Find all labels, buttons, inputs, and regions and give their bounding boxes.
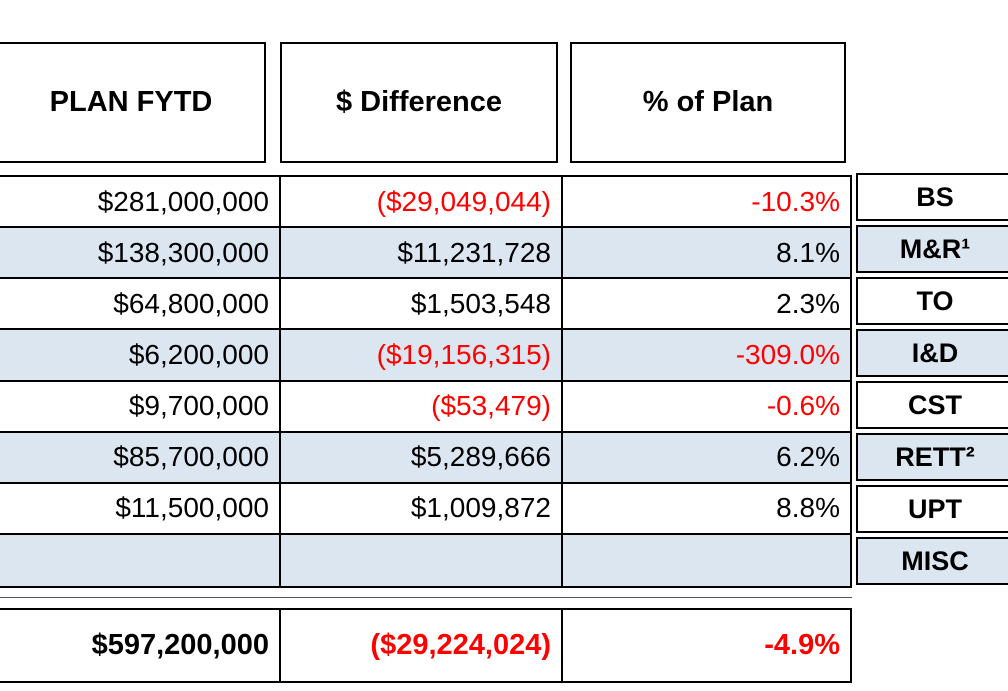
total-plan-fytd: $597,200,000	[0, 610, 281, 681]
table-row-mr: $138,300,000 $11,231,728 8.1%	[0, 228, 850, 280]
row-label-to: TO	[856, 277, 1008, 325]
row-label-column: BS M&R¹ TO I&D CST RETT² UPT MISC	[856, 173, 1008, 589]
cell-difference: ($19,156,315)	[281, 330, 563, 380]
row-label-misc: MISC	[856, 537, 1008, 585]
cell-pct-of-plan: 8.1%	[776, 236, 840, 268]
cell-difference: $5,289,666	[281, 432, 563, 482]
table-row-misc	[0, 534, 850, 586]
cell-plan-fytd: $138,300,000	[0, 228, 281, 278]
row-label-cst: CST	[856, 381, 1008, 429]
column-header-pct-of-plan-label: % of Plan	[642, 86, 774, 118]
column-header-plan-fytd: PLAN FYTD	[0, 42, 266, 163]
cell-pct-of-plan: 2.3%	[776, 287, 840, 319]
cell-plan-fytd: $64,800,000	[0, 279, 281, 329]
cell-plan-fytd: $6,200,000	[0, 330, 281, 380]
table-row-to: $64,800,000 $1,503,548 2.3%	[0, 279, 850, 331]
row-label-mr: M&R¹	[856, 225, 1008, 273]
column-header-difference-label: $ Difference	[335, 86, 502, 118]
cell-pct-of-plan: -309.0%	[735, 338, 840, 370]
cell-difference	[281, 534, 563, 586]
total-row: $597,200,000 ($29,224,024) -4.9%	[0, 608, 852, 683]
table-row-bs: $281,000,000 ($29,049,044) -10.3%	[0, 177, 850, 229]
row-label-bs: BS	[856, 173, 1008, 221]
divider-line	[0, 597, 852, 598]
column-header-difference: $ Difference	[280, 42, 558, 163]
cell-difference: $1,503,548	[281, 279, 563, 329]
row-label-upt: UPT	[856, 485, 1008, 533]
table-row-cst: $9,700,000 ($53,479) -0.6%	[0, 381, 850, 433]
data-table: $281,000,000 ($29,049,044) -10.3% $138,3…	[0, 175, 852, 588]
cell-pct-of-plan: -10.3%	[751, 185, 840, 217]
column-header-plan-fytd-label: PLAN FYTD	[49, 86, 213, 118]
cell-pct-of-plan	[563, 535, 850, 586]
column-header-pct-of-plan: % of Plan	[570, 42, 846, 163]
cell-plan-fytd: $281,000,000	[0, 177, 281, 227]
cell-pct-of-plan: -0.6%	[766, 390, 840, 422]
table-row-id: $6,200,000 ($19,156,315) -309.0%	[0, 330, 850, 382]
cell-difference: $1,009,872	[281, 483, 563, 533]
cell-plan-fytd: $9,700,000	[0, 381, 281, 431]
row-label-rett: RETT²	[856, 433, 1008, 481]
cell-difference: ($29,049,044)	[281, 177, 563, 227]
cell-pct-of-plan: 8.8%	[776, 492, 840, 524]
total-pct-of-plan: -4.9%	[764, 629, 840, 661]
cell-pct-of-plan: 6.2%	[776, 441, 840, 473]
cell-plan-fytd	[0, 534, 281, 586]
table-row-upt: $11,500,000 $1,009,872 8.8%	[0, 483, 850, 535]
cell-difference: $11,231,728	[281, 228, 563, 278]
cell-plan-fytd: $85,700,000	[0, 432, 281, 482]
total-difference: ($29,224,024)	[281, 610, 563, 681]
table-row-rett: $85,700,000 $5,289,666 6.2%	[0, 432, 850, 484]
cell-plan-fytd: $11,500,000	[0, 483, 281, 533]
cell-difference: ($53,479)	[281, 381, 563, 431]
row-label-id: I&D	[856, 329, 1008, 377]
